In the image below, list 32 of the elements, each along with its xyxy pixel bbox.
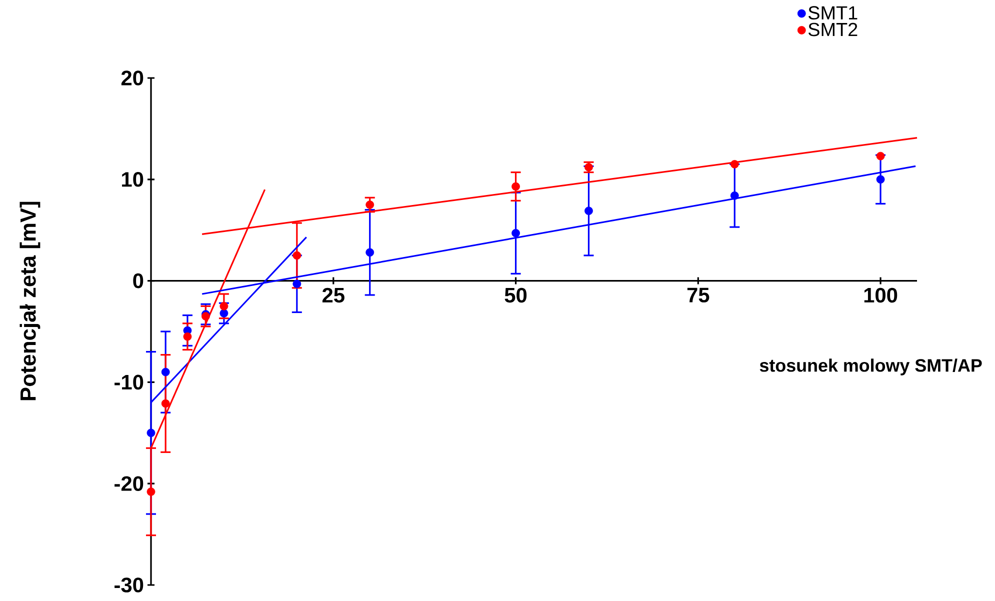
y-tick-label: 0 — [133, 273, 144, 288]
legend-label: SMT2 — [808, 22, 858, 36]
x-tick-label: 50 — [504, 288, 527, 303]
y-tick-label: -30 — [114, 578, 144, 592]
point — [366, 200, 374, 209]
y-axis-title: Potencjał zeta [mV] — [20, 202, 40, 400]
point — [161, 368, 170, 376]
point — [730, 191, 739, 200]
point — [220, 302, 228, 310]
point — [512, 228, 520, 238]
y-tick-label: 10 — [122, 172, 144, 187]
x-axis-title: stosunek molowy SMT/AP — [760, 358, 982, 376]
y-tick-label: -20 — [114, 476, 144, 492]
point — [292, 280, 302, 288]
point — [292, 251, 302, 260]
y-tick-label: 20 — [121, 70, 144, 86]
x-tick-label: 75 — [687, 288, 710, 302]
x-tick-label: 25 — [322, 288, 344, 303]
y-tick-label: -10 — [114, 374, 144, 390]
x-tick-label: 100 — [864, 288, 898, 303]
point — [183, 332, 192, 341]
point — [146, 488, 156, 496]
point — [366, 248, 374, 257]
point — [512, 182, 520, 191]
point — [876, 152, 885, 160]
point — [146, 428, 156, 438]
point — [161, 399, 170, 408]
legend-label: SMT1 — [808, 6, 858, 20]
point — [876, 175, 885, 184]
point — [220, 309, 228, 318]
point — [730, 160, 739, 168]
point — [584, 206, 593, 216]
